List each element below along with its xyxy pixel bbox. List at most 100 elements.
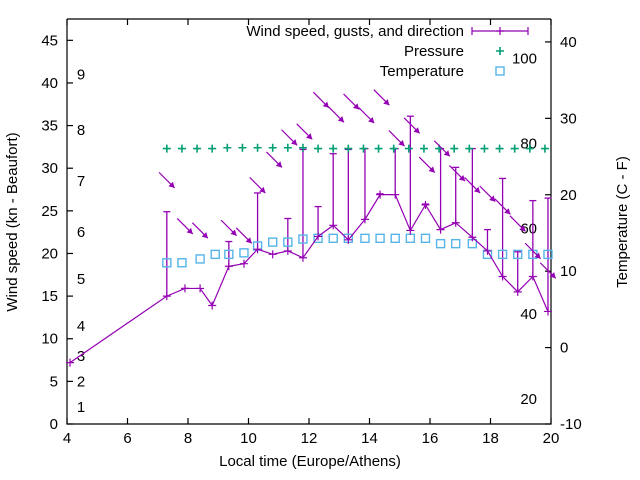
wind-direction-arrow <box>418 156 436 174</box>
pressure-marker <box>238 143 247 152</box>
beaufort-scale-labels: 1 2 3 4 5 6 7 8 9 <box>77 66 85 416</box>
wind-speed-marker <box>436 225 445 234</box>
wind-direction-arrow <box>403 117 421 134</box>
legend-entry: Temperature <box>380 63 505 80</box>
beaufort-label: 7 <box>77 173 85 190</box>
y-tick-label: 45 <box>41 32 58 49</box>
pressure-marker <box>253 143 262 152</box>
x-tick-label: 16 <box>422 430 439 447</box>
beaufort-label: 9 <box>77 66 85 83</box>
wind-direction-arrow <box>464 177 481 194</box>
wind-direction-arrow <box>266 151 283 168</box>
pressure-marker <box>223 143 232 152</box>
pressure-marker <box>525 144 534 153</box>
beaufort-label: 5 <box>77 271 85 288</box>
temperature-marker <box>497 249 508 260</box>
pressure-marker <box>495 144 504 153</box>
wind-direction-arrow <box>479 185 496 202</box>
temperature-marker <box>268 237 278 247</box>
wind-speed-marker <box>344 235 353 244</box>
wind-speed-marker <box>376 190 385 199</box>
wind-direction-arrow <box>328 106 345 123</box>
wind-speed-marker <box>239 259 248 268</box>
wind-speed-series <box>66 190 552 367</box>
y-axis-title: Wind speed (kn - Beaufort) <box>4 132 21 311</box>
temperature-marker <box>210 249 220 260</box>
wind-direction-arrow <box>358 107 375 124</box>
pressure-marker <box>404 144 413 153</box>
wind-speed-marker <box>483 246 492 255</box>
pressure-marker <box>540 144 549 153</box>
fahrenheit-label: 20 <box>520 391 537 408</box>
wind-direction-arrow <box>296 123 313 140</box>
wind-speed-marker <box>513 287 522 296</box>
pressure-marker <box>359 144 368 153</box>
wind-speed-marker <box>283 246 292 255</box>
wind-speed-marker <box>406 226 415 235</box>
wind-speed-marker <box>180 284 189 293</box>
temperature-marker <box>177 258 187 268</box>
y2-tick-label: 0 <box>560 340 568 357</box>
y-tick-label: 30 <box>41 160 58 177</box>
pressure-marker <box>193 144 202 153</box>
fahrenheit-label: 100 <box>512 51 537 68</box>
temperature-marker <box>375 233 385 244</box>
y-tick-label: 15 <box>41 288 58 305</box>
temperature-marker <box>239 248 249 258</box>
x-tick-label: 14 <box>361 430 378 447</box>
legend-entry: Wind speed, gusts, and direction <box>246 23 529 40</box>
temperature-marker <box>195 254 205 264</box>
temperature-marker <box>360 233 370 244</box>
chart-legend: Wind speed, gusts, and direction Pressure… <box>246 23 529 80</box>
wind-speed-marker <box>360 215 369 224</box>
x-tick-label: 10 <box>240 430 257 447</box>
wind-speed-marker <box>543 307 552 316</box>
beaufort-label: 4 <box>77 318 85 335</box>
wind-speed-marker <box>421 200 430 209</box>
pressure-marker <box>510 144 519 153</box>
temperature-marker <box>513 249 523 260</box>
wind-speed-marker <box>498 272 507 281</box>
wind-speed-marker <box>253 245 262 254</box>
x-tick-label: 4 <box>63 430 71 447</box>
wind-direction-arrow <box>343 93 360 110</box>
wind-speed-marker <box>391 190 400 199</box>
wind-direction-arrow <box>449 165 466 182</box>
fahrenheit-label: 40 <box>520 306 537 323</box>
y-tick-label: 35 <box>41 118 58 135</box>
x-axis-title: Local time (Europe/Athens) <box>219 453 401 470</box>
y2-tick-label: 30 <box>560 110 577 127</box>
beaufort-label: 1 <box>77 399 85 416</box>
wind-speed-marker <box>196 284 205 293</box>
pressure-marker <box>450 144 459 153</box>
pressure-marker <box>374 144 383 153</box>
pressure-marker <box>177 144 186 153</box>
legend-entry: Pressure <box>404 43 504 60</box>
x-tick-label: 18 <box>482 430 499 447</box>
y2-axis-title: Temperature (C - F) <box>614 156 631 288</box>
temperature-marker <box>328 233 338 244</box>
wind-direction-arrow <box>281 129 298 146</box>
temperature-marker <box>420 233 431 244</box>
pressure-marker <box>419 144 428 153</box>
wind-direction-arrow <box>524 242 542 260</box>
x-tick-label: 20 <box>543 430 560 447</box>
wind-direction-arrow <box>388 130 405 147</box>
pressure-marker <box>389 144 398 153</box>
wind-direction-arrow <box>176 217 194 235</box>
wind-direction-arrow <box>433 140 451 157</box>
wind-speed-marker <box>208 301 217 310</box>
wind-speed-marker <box>451 218 460 227</box>
wind-speed-marker <box>224 262 233 271</box>
pressure-marker <box>298 143 307 152</box>
wind-direction-arrow <box>494 198 511 215</box>
pressure-marker <box>162 144 171 153</box>
wind-speed-marker <box>298 253 307 262</box>
x-tick-label: 12 <box>301 430 318 447</box>
wind-direction-arrows <box>158 89 557 279</box>
x-axis-ticks: 4 6 8 10 12 14 16 18 20 <box>63 19 560 447</box>
pressure-marker <box>480 144 489 153</box>
